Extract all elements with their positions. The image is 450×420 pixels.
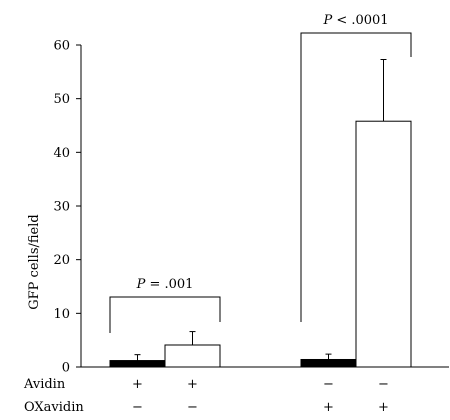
significance-bracket: [300, 32, 412, 322]
bars: [109, 32, 412, 368]
bar: [164, 344, 221, 368]
oxavidin-sign: −: [187, 400, 198, 415]
bar: [355, 120, 412, 368]
y-tick-label: 0: [62, 361, 70, 376]
y-tick-label: 40: [53, 146, 70, 161]
row-label-oxavidin: OXavidin: [24, 400, 84, 415]
avidin-sign: −: [378, 377, 389, 392]
y-tick-label: 50: [53, 92, 70, 107]
oxavidin-sign: +: [323, 400, 334, 415]
bar: [109, 360, 166, 368]
oxavidin-sign: +: [378, 400, 389, 415]
y-tick-label: 60: [53, 39, 70, 54]
y-tick-label: 30: [53, 200, 70, 215]
significance-label: P < .0001: [322, 13, 388, 28]
labels: Avidin OXavidin + − + − P = .001 − + − + P < .0001: [23, 13, 389, 415]
y-axis-label: GFP cells/field: [27, 214, 42, 309]
significance-bracket: [109, 296, 221, 333]
y-tick-label: 20: [53, 253, 70, 268]
bar: [300, 358, 357, 368]
oxavidin-sign: −: [132, 400, 143, 415]
row-label-avidin: Avidin: [23, 377, 66, 392]
y-tick-label: 10: [53, 307, 70, 322]
avidin-sign: +: [187, 377, 198, 392]
avidin-sign: −: [323, 377, 334, 392]
avidin-sign: +: [132, 377, 143, 392]
significance-label: P = .001: [136, 277, 194, 292]
